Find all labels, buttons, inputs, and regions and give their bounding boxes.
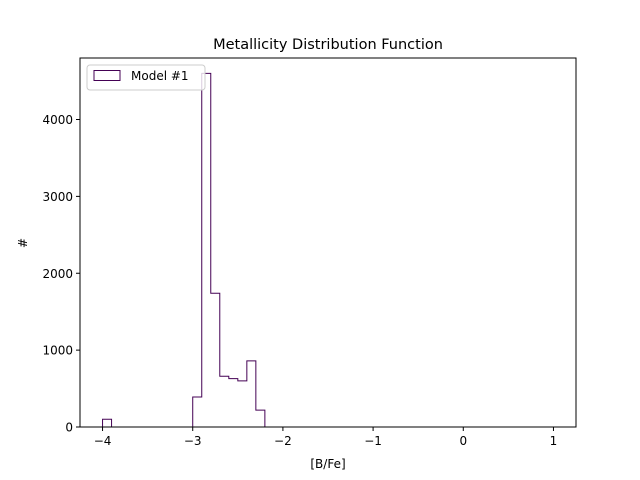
x-tick-label: −2 xyxy=(274,434,292,448)
y-tick-label: 3000 xyxy=(42,190,73,204)
y-axis-label: # xyxy=(16,238,30,248)
plot-area: −4 −3 −2 −1 0 1 0 1000 2000 3000 4000 xyxy=(42,57,577,448)
legend-label: Model #1 xyxy=(131,69,189,83)
x-tick-label: −1 xyxy=(364,434,382,448)
y-tick-label: 1000 xyxy=(42,344,73,358)
chart-title: Metallicity Distribution Function xyxy=(213,37,443,53)
legend-frame xyxy=(86,64,206,91)
axes-frame xyxy=(79,57,577,428)
x-tick-label: 1 xyxy=(550,434,558,448)
y-tick-label: 0 xyxy=(65,421,73,435)
y-tick-label: 2000 xyxy=(42,267,73,281)
x-tick-label: −4 xyxy=(94,434,112,448)
legend: Model #1 xyxy=(86,64,206,91)
x-axis-label: [B/Fe] xyxy=(310,457,345,471)
y-tick-label: 4000 xyxy=(42,113,73,127)
legend-swatch xyxy=(93,70,121,81)
x-tick-label: 0 xyxy=(459,434,467,448)
x-tick-label: −3 xyxy=(184,434,202,448)
